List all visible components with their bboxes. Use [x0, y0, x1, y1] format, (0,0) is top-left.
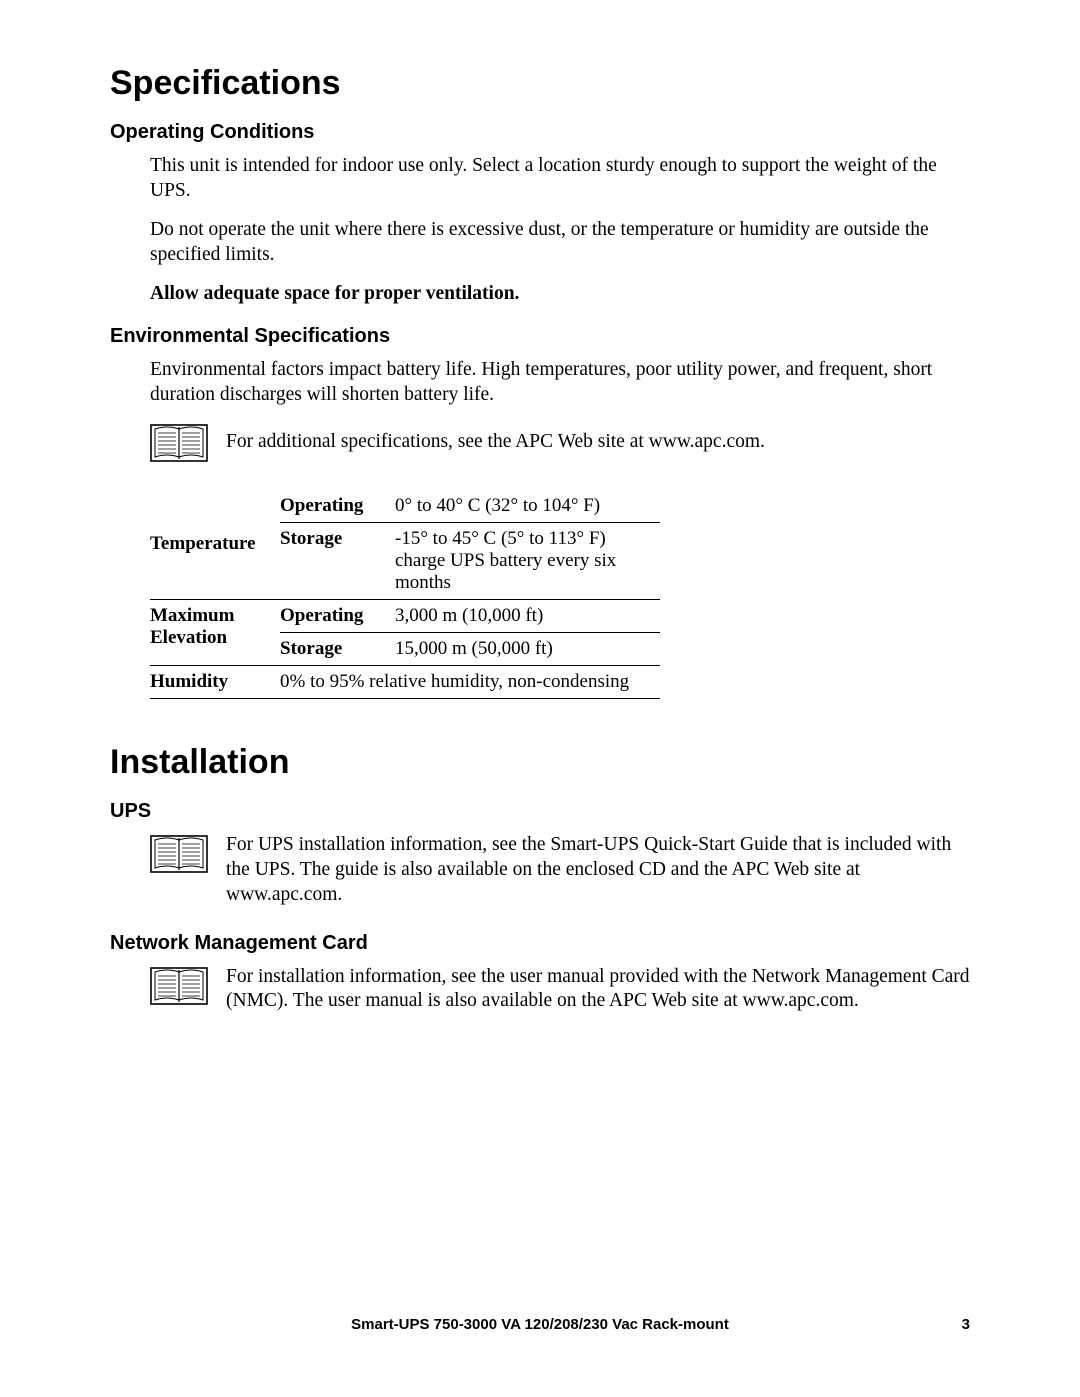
- manual-book-icon: [150, 965, 208, 1007]
- footer-text: Smart-UPS 750-3000 VA 120/208/230 Vac Ra…: [351, 1316, 729, 1333]
- environmental-spec-table: Temperature Operating 0° to 40° C (32° t…: [150, 490, 660, 699]
- operating-conditions-body: This unit is intended for indoor use onl…: [150, 154, 970, 307]
- nmc-para-row: For installation information, see the us…: [150, 965, 970, 1015]
- environmental-note-row: For additional specifications, see the A…: [150, 422, 970, 464]
- environmental-heading: Environmental Specifications: [110, 325, 970, 348]
- spec-val: -15° to 45° C (5° to 113° F) charge UPS …: [395, 522, 660, 599]
- spec-val: 0° to 40° C (32° to 104° F): [395, 490, 660, 523]
- operating-conditions-para-2: Do not operate the unit where there is e…: [150, 218, 970, 268]
- spec-param-temperature: Temperature: [150, 490, 280, 600]
- manual-book-icon: [150, 833, 208, 875]
- table-row: Temperature Operating 0° to 40° C (32° t…: [150, 490, 660, 523]
- spec-param-elevation: Maximum Elevation: [150, 599, 280, 665]
- spec-param-text: Maximum Elevation: [150, 605, 234, 648]
- nmc-para-text: For installation information, see the us…: [226, 965, 970, 1015]
- installation-section: Installation UPS For UPS installation in…: [110, 743, 970, 1015]
- environmental-para: Environmental factors impact battery lif…: [150, 358, 970, 408]
- spec-val: 0% to 95% relative humidity, non-condens…: [280, 665, 660, 698]
- spec-cond: Operating: [280, 599, 395, 632]
- spec-val-line: -15° to 45° C (5° to 113° F): [395, 528, 652, 550]
- operating-conditions-para-1: This unit is intended for indoor use onl…: [150, 154, 970, 204]
- spec-cond: Storage: [280, 522, 395, 599]
- table-row: Humidity 0% to 95% relative humidity, no…: [150, 665, 660, 698]
- environmental-note-text: For additional specifications, see the A…: [226, 430, 970, 455]
- nmc-heading: Network Management Card: [110, 932, 970, 955]
- table-row: Maximum Elevation Operating 3,000 m (10,…: [150, 599, 660, 632]
- ups-para-row: For UPS installation information, see th…: [150, 833, 970, 908]
- ups-para-text: For UPS installation information, see th…: [226, 833, 970, 908]
- operating-conditions-heading: Operating Conditions: [110, 121, 970, 144]
- environmental-body: Environmental factors impact battery lif…: [150, 358, 970, 408]
- specifications-title: Specifications: [110, 64, 970, 103]
- page-footer: Smart-UPS 750-3000 VA 120/208/230 Vac Ra…: [0, 1316, 1080, 1333]
- spec-cond: Operating: [280, 490, 395, 523]
- manual-book-icon: [150, 422, 208, 464]
- spec-param-humidity: Humidity: [150, 665, 280, 698]
- spec-val-line: charge UPS battery every six months: [395, 550, 652, 594]
- installation-title: Installation: [110, 743, 970, 782]
- document-page: Specifications Operating Conditions This…: [0, 0, 1080, 1397]
- spec-val: 15,000 m (50,000 ft): [395, 632, 660, 665]
- spec-val: 3,000 m (10,000 ft): [395, 599, 660, 632]
- operating-conditions-para-3: Allow adequate space for proper ventilat…: [150, 282, 970, 307]
- spec-cond: Storage: [280, 632, 395, 665]
- ups-heading: UPS: [110, 800, 970, 823]
- page-number: 3: [962, 1316, 970, 1333]
